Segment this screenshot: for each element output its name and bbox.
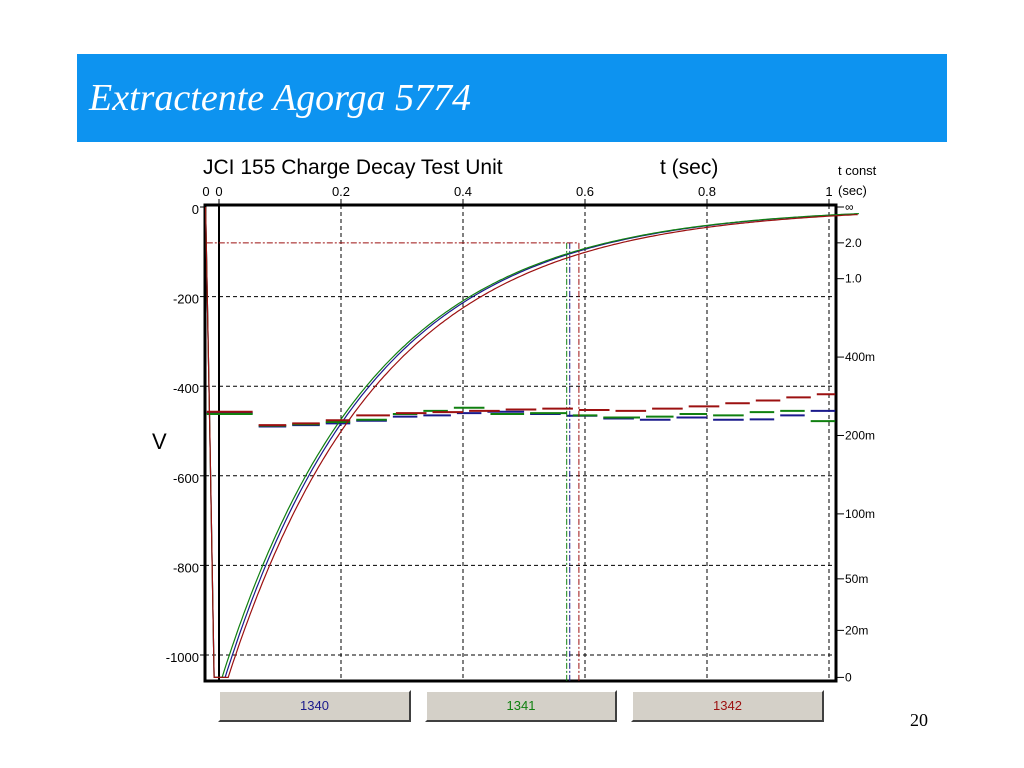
tconst-tick-label: 20m — [845, 623, 868, 637]
tconst-tick-label: 1.0 — [845, 272, 862, 286]
decay-curve-1342 — [205, 206, 858, 679]
run-1341-label: 1341 — [506, 698, 536, 713]
x-tick-label: 0 — [215, 184, 222, 199]
tconst-tick-label: 400m — [845, 350, 875, 364]
run-1340-button[interactable]: 1340 — [218, 690, 411, 722]
y-tick-label: -600 — [173, 471, 199, 486]
run-1342-label: 1342 — [713, 698, 742, 713]
x-axis-label: t (sec) — [660, 156, 718, 179]
x-tick-label: 0.4 — [454, 184, 472, 199]
run-1341-button[interactable]: 1341 — [425, 690, 617, 722]
y-axis-label: V — [152, 429, 167, 454]
y-tick-label: 0 — [192, 202, 199, 217]
y-tick-label: -400 — [173, 381, 199, 396]
slide-title-bar: Extractente Agorga 5774 — [77, 54, 947, 142]
x-origin-label: 0 — [202, 184, 209, 199]
tconst-axis-unit: (sec) — [838, 183, 867, 198]
run-1340-label: 1340 — [300, 698, 329, 713]
chart-title: JCI 155 Charge Decay Test Unit — [203, 156, 503, 179]
plot-frame — [203, 203, 838, 683]
tconst-tick-label: 2.0 — [845, 236, 862, 250]
y-tick-label: -1000 — [166, 650, 199, 665]
run-1342-button[interactable]: 1342 — [631, 690, 824, 722]
tconst-tick-label: 200m — [845, 428, 875, 442]
y-tick-label: -800 — [173, 560, 199, 575]
page-number: 20 — [910, 710, 928, 730]
tconst-tick-label: 50m — [845, 572, 868, 586]
tconst-tick-label: ∞ — [845, 200, 854, 214]
x-tick-label: 0.2 — [332, 184, 350, 199]
x-tick-label: 0.6 — [576, 184, 594, 199]
tconst-axis-label: t const — [838, 163, 877, 178]
tconst-tick-label: 0 — [845, 670, 852, 684]
slide-title: Extractente Agorga 5774 — [89, 77, 472, 119]
y-tick-label: -200 — [173, 292, 199, 307]
x-tick-label: 1 — [825, 184, 832, 199]
decay-curve-1341 — [205, 206, 859, 679]
x-tick-label: 0.8 — [698, 184, 716, 199]
tconst-tick-label: 100m — [845, 507, 875, 521]
